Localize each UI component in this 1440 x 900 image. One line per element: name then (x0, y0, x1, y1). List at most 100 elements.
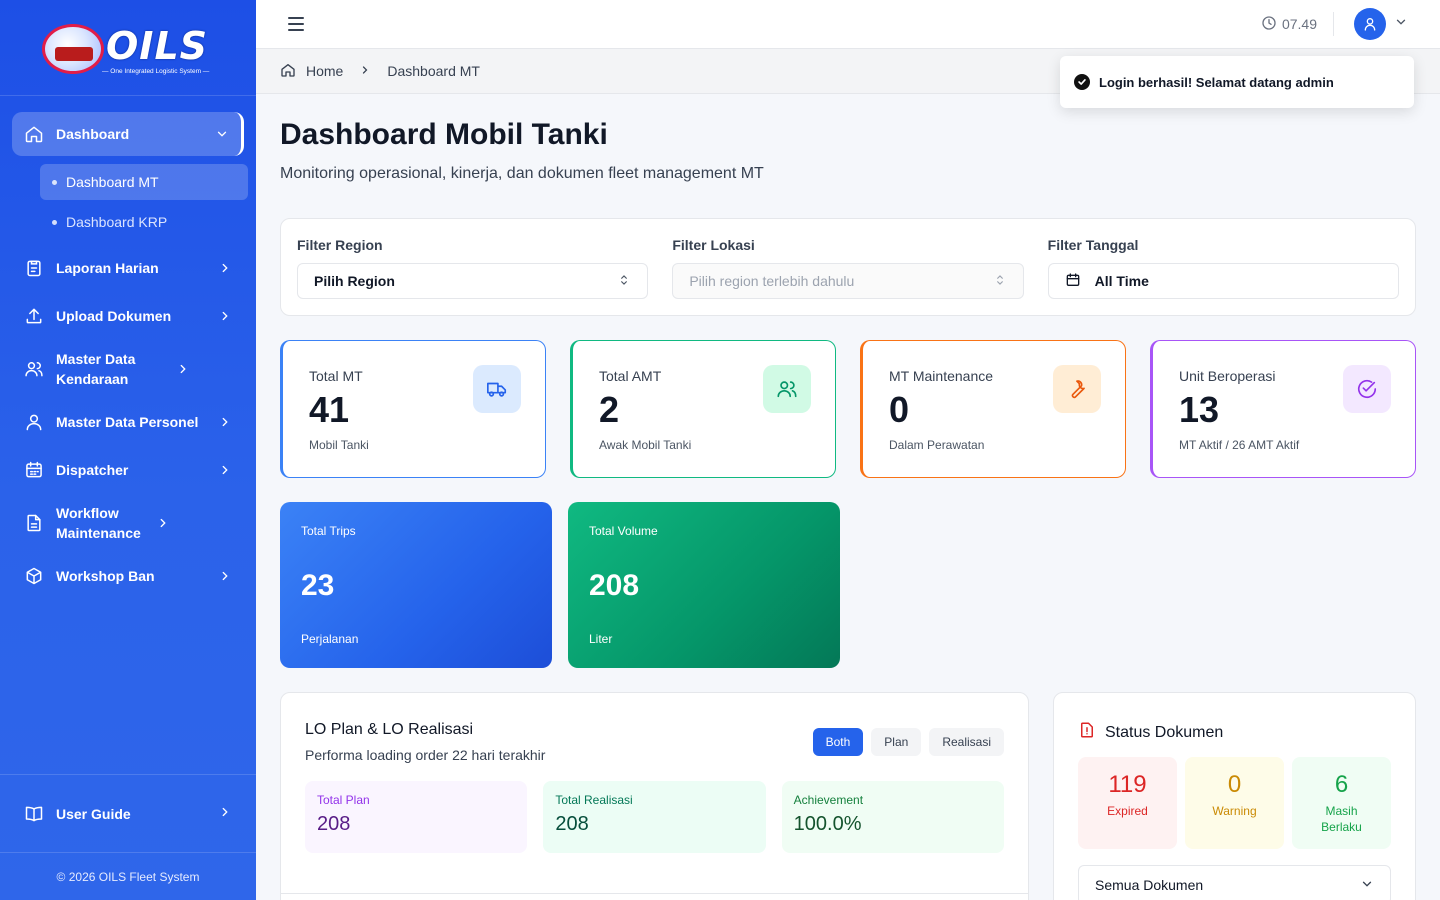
sidebar-item-label: Workshop Ban (56, 568, 155, 584)
lo-plan-card: LO Plan & LO Realisasi Performa loading … (280, 692, 1029, 900)
lo-achievement: Achievement 100.0% (781, 781, 1004, 853)
toast-message: Login berhasil! Selamat datang admin (1099, 74, 1334, 90)
filter-region: Filter Region Pilih Region (297, 237, 649, 315)
sidebar-subitem-label: Dashboard KRP (66, 214, 168, 230)
filter-lokasi: Filter Lokasi Pilih region terlebih dahu… (672, 237, 1024, 315)
page-subtitle: Monitoring operasional, kinerja, dan dok… (280, 165, 764, 182)
sidebar-item-dashboard[interactable]: Dashboard (12, 112, 244, 156)
globe-truck-logo-icon (42, 23, 104, 74)
dashboard-submenu: Dashboard MT Dashboard KRP (0, 164, 256, 240)
sidebar-item-label: Dashboard (56, 126, 130, 142)
page-title: Dashboard Mobil Tanki (280, 118, 608, 151)
toggle-plan-button[interactable]: Plan (871, 728, 922, 756)
users-icon (763, 365, 811, 413)
sidebar-item-dispatcher[interactable]: Dispatcher (0, 446, 256, 494)
sidebar-subitem-dashboard-mt[interactable]: Dashboard MT (40, 164, 248, 200)
breadcrumb-home-link[interactable]: Home (306, 63, 344, 79)
document-status-card: Status Dokumen 119 Expired 0 Warning 6 M… (1053, 692, 1416, 900)
truck-icon (473, 365, 521, 413)
sidebar-item-laporan-harian[interactable]: Laporan Harian (0, 244, 256, 292)
doc-valid[interactable]: 6 Masih Berlaku (1292, 757, 1391, 849)
sidebar-item-label: Laporan Harian (56, 260, 159, 276)
sidebar-subitem-dashboard-krp[interactable]: Dashboard KRP (40, 204, 248, 240)
doc-stat-label: Expired (1107, 804, 1148, 818)
doc-stat-label: Masih Berlaku (1321, 804, 1362, 834)
stat-card-total-amt: Total AMT 2 Awak Mobil Tanki (570, 340, 836, 478)
toggle-realisasi-button[interactable]: Realisasi (929, 728, 1004, 756)
chevron-right-icon (218, 309, 232, 323)
date-range-value: All Time (1094, 273, 1149, 289)
chevron-up-down-icon (617, 273, 631, 290)
region-select[interactable]: Pilih Region (297, 263, 649, 299)
lo-summary: Total Plan 208 Total Realisasi 208 Achie… (305, 781, 1004, 853)
user-icon (24, 412, 44, 432)
stat-value: 2 (599, 389, 620, 430)
brand-tagline: — One Integrated Logistic System — (102, 67, 210, 75)
sidebar-item-workflow-maintenance[interactable]: Workflow Maintenance (0, 494, 256, 552)
document-type-select[interactable]: Semua Dokumen (1078, 865, 1391, 900)
calendar-icon (1065, 272, 1081, 291)
stat-value: 41 (309, 389, 350, 430)
alert-document-icon (1078, 721, 1096, 744)
big-card-total-trips: Total Trips 23 Perjalanan (280, 502, 552, 668)
document-icon (24, 513, 44, 533)
toast-notification[interactable]: Login berhasil! Selamat datang admin (1060, 56, 1414, 108)
chevron-right-icon (218, 261, 232, 275)
copyright: © 2026 OILS Fleet System (0, 852, 256, 900)
big-card-description: Perjalanan (301, 632, 359, 646)
home-icon[interactable] (280, 62, 296, 81)
sidebar-item-label: Dispatcher (56, 462, 129, 478)
filter-tanggal: Filter Tanggal All Time (1047, 237, 1399, 315)
sidebar-item-master-data-kendaraan[interactable]: Master Data Kendaraan (0, 340, 256, 398)
doc-stat-label: Warning (1212, 804, 1257, 818)
logo-area: OILS — One Integrated Logistic System — (0, 0, 256, 96)
chevron-right-icon (218, 569, 232, 583)
stat-card-unit-beroperasi: Unit Beroperasi 13 MT Aktif / 26 AMT Akt… (1150, 340, 1416, 478)
user-avatar[interactable] (1354, 8, 1386, 40)
clock: 07.49 (1261, 12, 1334, 36)
chevron-right-icon (176, 362, 190, 376)
date-range-picker[interactable]: All Time (1047, 263, 1399, 299)
stat-description: Dalam Perawatan (889, 438, 985, 452)
lo-total-plan: Total Plan 208 (305, 781, 528, 853)
chevron-down-icon (1360, 877, 1374, 894)
chevron-right-icon (218, 415, 232, 429)
upload-icon (24, 306, 44, 326)
lo-view-toggle: Both Plan Realisasi (812, 728, 1004, 756)
big-card-description: Liter (589, 632, 613, 646)
chevron-down-icon[interactable] (1394, 15, 1408, 34)
lo-stat-value: 208 (555, 813, 589, 835)
sidebar-item-user-guide[interactable]: User Guide (0, 774, 256, 852)
doc-stat-value: 0 (1227, 771, 1242, 798)
sidebar-item-label: Upload Dokumen (56, 308, 172, 324)
stat-value: 13 (1179, 389, 1220, 430)
chevron-right-icon (218, 805, 232, 822)
sidebar-item-label: Workflow Maintenance (56, 505, 141, 541)
sidebar-item-upload-dokumen[interactable]: Upload Dokumen (0, 292, 256, 340)
clock-icon (1261, 15, 1277, 34)
toggle-both-button[interactable]: Both (812, 728, 864, 756)
chevron-right-icon (218, 463, 232, 477)
sidebar-subitem-label: Dashboard MT (66, 174, 159, 190)
doc-warning[interactable]: 0 Warning (1185, 757, 1284, 849)
big-card-value: 23 (301, 569, 335, 602)
doc-stat-value: 119 (1108, 771, 1147, 798)
chevron-right-icon (156, 516, 170, 530)
filter-panel: Filter Region Pilih Region Filter Lokasi… (280, 218, 1416, 316)
lo-card-title: LO Plan & LO Realisasi (305, 721, 474, 738)
sidebar-item-workshop-ban[interactable]: Workshop Ban (0, 552, 256, 600)
lo-stat-label: Total Plan (317, 793, 370, 807)
lo-total-realisasi: Total Realisasi 208 (543, 781, 766, 853)
calendar-icon (24, 460, 44, 480)
menu-toggle-icon[interactable] (288, 14, 308, 34)
brand-name: OILS (106, 23, 209, 68)
lo-stat-label: Achievement (793, 793, 864, 807)
cube-icon (24, 566, 44, 586)
sidebar-item-master-data-personel[interactable]: Master Data Personel (0, 398, 256, 446)
sidebar-item-label: User Guide (56, 805, 131, 822)
lokasi-select[interactable]: Pilih region terlebih dahulu (672, 263, 1024, 299)
stat-description: Awak Mobil Tanki (599, 438, 692, 452)
doc-expired[interactable]: 119 Expired (1078, 757, 1177, 849)
stat-description: Mobil Tanki (309, 438, 369, 452)
logo[interactable]: OILS — One Integrated Logistic System — (38, 16, 218, 80)
